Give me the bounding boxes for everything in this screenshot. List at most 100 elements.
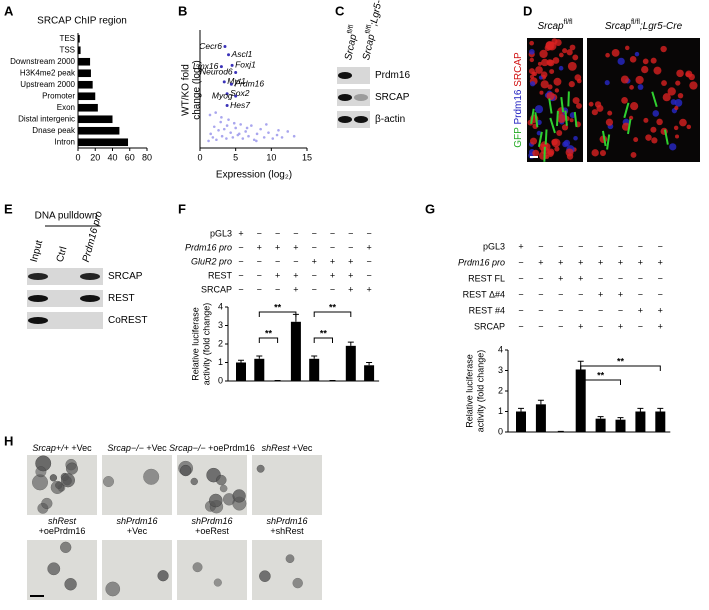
label-part: +oePrdm16 [39, 526, 86, 536]
cell [565, 148, 574, 157]
cell [554, 39, 562, 46]
condition-sign: − [518, 257, 523, 267]
organoid [50, 480, 64, 495]
gene-label: Foxj1 [235, 60, 256, 70]
significance-label: ** [320, 328, 328, 338]
gfp-cell [555, 110, 559, 126]
blot-band [354, 116, 368, 123]
gfp-cell [530, 108, 535, 125]
condition-sign: + [558, 257, 563, 267]
condition-sign: − [312, 228, 317, 238]
condition-name: REST #4 [469, 305, 505, 315]
point [232, 121, 236, 125]
cell [635, 75, 644, 85]
cell [630, 102, 639, 111]
condition-sign: − [618, 305, 623, 315]
condition-sign: − [638, 273, 643, 283]
cell [653, 66, 662, 75]
highlight-point [222, 80, 226, 84]
bar [78, 92, 96, 101]
condition-sign: − [348, 242, 353, 252]
condition-sign: − [598, 321, 603, 331]
y-tick-label: Downstream 2000 [10, 57, 75, 66]
blot-band [28, 273, 48, 280]
condition-sign: − [538, 305, 543, 315]
highlight-point [219, 65, 223, 69]
label-part: +oePrdm16 [208, 443, 255, 453]
cell [645, 134, 652, 141]
bar [78, 126, 120, 135]
panel-letter: B [178, 3, 187, 18]
label-part: shPrdm16 [266, 516, 307, 526]
condition-sign: − [312, 270, 317, 280]
condition-sign: + [348, 256, 353, 266]
condition-sign: + [658, 257, 663, 267]
cell [591, 109, 598, 116]
condition-sign: − [312, 284, 317, 294]
cell [650, 57, 657, 64]
blot-background [337, 67, 370, 84]
condition-name: SRCAP [201, 284, 232, 294]
cell [670, 99, 677, 105]
bar [595, 418, 606, 432]
blot-row-label: β-actin [375, 114, 405, 125]
error-bar [657, 407, 664, 412]
condition-sign: + [348, 270, 353, 280]
point [219, 120, 222, 124]
cell [689, 81, 698, 90]
label-part: Srcap [605, 21, 632, 32]
cell [561, 124, 569, 131]
gene-label: Cecr6 [199, 41, 222, 51]
highlight-point [225, 104, 229, 108]
cell [562, 48, 568, 54]
condition-sign: − [238, 270, 243, 280]
panel-letter: A [4, 3, 14, 18]
point [244, 130, 247, 133]
point [207, 139, 210, 143]
cell [674, 105, 679, 111]
condition-sign: + [618, 321, 623, 331]
x-tick-label: 0 [75, 152, 80, 162]
channel-name: SRCAP [513, 52, 524, 87]
gene-label: Myt1 [227, 76, 246, 86]
organoid [292, 577, 303, 589]
condition-sign: − [238, 284, 243, 294]
cell [576, 78, 582, 84]
cell [557, 114, 566, 123]
cell [605, 118, 614, 126]
cell [572, 54, 579, 61]
label-part: +oeRest [195, 526, 229, 536]
condition-sign: + [348, 284, 353, 294]
point [225, 124, 229, 127]
label-part: fl/fl [564, 19, 573, 26]
organoid [232, 489, 246, 503]
cell [637, 84, 644, 90]
bar [236, 362, 246, 381]
condition-sign: − [366, 270, 371, 280]
gfp-cell [663, 129, 669, 145]
cell [621, 97, 628, 104]
point [214, 111, 217, 114]
condition-sign: − [275, 228, 280, 238]
y-tick-label: 0 [218, 375, 223, 385]
condition-sign: − [348, 228, 353, 238]
lane-label: Ctrl [55, 246, 70, 264]
condition-sign: + [275, 270, 280, 280]
condition-sign: + [366, 242, 371, 252]
gene-label: Prdm16 [234, 79, 264, 89]
bar [78, 46, 81, 55]
cell [529, 40, 534, 46]
gfp-cell [606, 134, 611, 150]
cell [688, 73, 695, 81]
y-tick-label: 4 [218, 301, 223, 311]
cell [591, 149, 599, 157]
bar [290, 321, 301, 381]
condition-sign: + [518, 241, 523, 251]
condition-sign: − [330, 284, 335, 294]
bar [78, 69, 91, 78]
blot-band [338, 94, 352, 101]
gfp-cell [537, 131, 543, 148]
condition-sign: + [658, 305, 663, 315]
bar [535, 404, 546, 432]
condition-name: Prdm16 pro [185, 242, 232, 252]
